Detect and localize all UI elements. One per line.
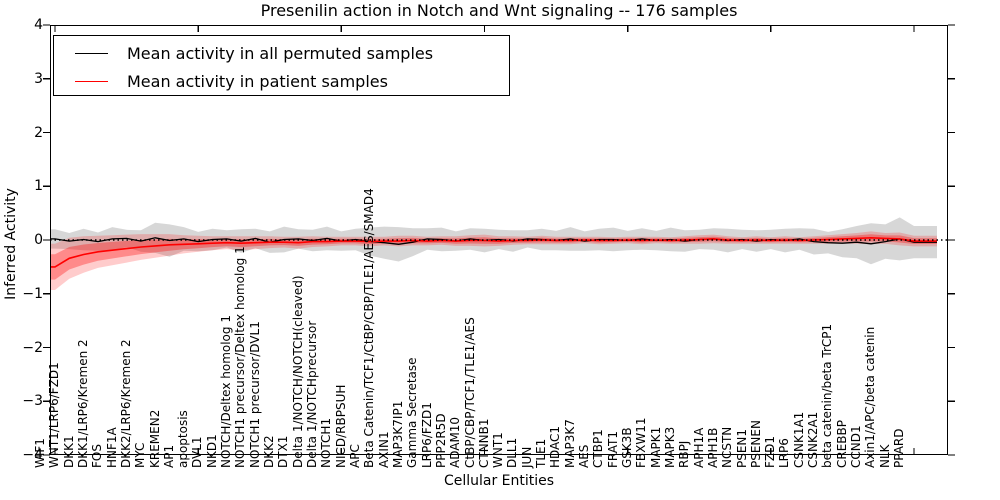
y-tick-label: 0 xyxy=(34,232,43,248)
x-tick-label: NOTCH/Deltex homolog 1 xyxy=(219,315,234,468)
x-tick-label: PSEN1 xyxy=(734,428,749,468)
x-tick-label: FBXW11 xyxy=(634,417,649,469)
x-tick-label: CCND1 xyxy=(849,425,864,468)
x-tick-label: CtBP/CBP/TCF1/TLE1/AES xyxy=(462,317,477,468)
y-tick-label: 4 xyxy=(34,17,43,33)
x-tick-label: DKK1 xyxy=(61,435,76,468)
x-tick-label: NOTCH1 precursor/DVL1 xyxy=(247,321,262,468)
x-tick-label: APC xyxy=(347,444,362,468)
x-tick-label: NOTCH1 xyxy=(319,417,334,468)
x-tick-label: PSENEN xyxy=(748,420,763,468)
x-tick-label: NKD1 xyxy=(204,434,219,468)
x-tick-label: KREMEN2 xyxy=(147,409,162,468)
x-tick-label: TLE1 xyxy=(534,438,549,468)
x-tick-label: ADAM10 xyxy=(448,416,463,468)
x-tick-label: DTX1 xyxy=(276,435,291,468)
y-tick-label: −1 xyxy=(22,285,43,302)
x-tick-label: NICD/RBPSUH xyxy=(333,384,348,468)
x-axis-label: Cellular Entities xyxy=(443,473,555,489)
x-tick-label: MAP3K7IP1 xyxy=(390,400,405,468)
legend: Mean activity in all permuted samples Me… xyxy=(53,35,510,96)
x-tick-label: DKK2 xyxy=(262,435,277,468)
x-tick-label: MAPK3 xyxy=(662,426,677,468)
x-tick-label: AES xyxy=(577,444,592,468)
patient-band-outer xyxy=(50,231,937,290)
y-tick-label: −4 xyxy=(22,447,43,463)
y-tick-label: −3 xyxy=(22,393,43,410)
x-tick-label: beta catenin/beta TrCP1 xyxy=(820,323,835,468)
x-tick-label: FRAT1 xyxy=(605,431,620,468)
x-tick-label: HDAC1 xyxy=(548,425,563,468)
x-tick-label: apoptosis xyxy=(176,410,191,468)
x-tick-label: CTNNB1 xyxy=(476,418,491,468)
x-tick-label: WIF1 xyxy=(33,438,47,468)
x-tick-label: NLK xyxy=(877,444,892,468)
x-tick-label: PPP2R5D xyxy=(433,413,448,468)
legend-entry-patient: Mean activity in patient samples xyxy=(54,67,509,95)
x-tick-label: Axin1/APC/beta catenin xyxy=(863,326,878,468)
x-tick-label: DVL1 xyxy=(190,436,205,468)
x-tick-label: APH1A xyxy=(691,427,706,468)
x-tick-label: LRP6/FZD1 xyxy=(419,402,434,468)
legend-label-patient: Mean activity in patient samples xyxy=(127,71,388,91)
x-tick-label: MYC xyxy=(133,442,148,468)
y-tick-label: 2 xyxy=(34,124,43,141)
x-tick-label: JUN xyxy=(519,446,534,468)
x-tick-label: FOS xyxy=(90,444,105,468)
axes-frame xyxy=(49,24,949,456)
x-tick-label: GSK3B xyxy=(619,427,634,468)
x-tick-label: DKK2/LRP6/Kremen 2 xyxy=(118,339,133,468)
x-tick-label: WNT1/LRP6/FZD1 xyxy=(47,362,62,468)
x-tick-label: DLL1 xyxy=(505,437,520,468)
x-tick-label: Delta 1/NOTCH/NOTCH(cleaved) xyxy=(290,275,305,468)
x-tick-label: WNT1 xyxy=(491,432,506,468)
chart-title: Presenilin action in Notch and Wnt signa… xyxy=(260,1,738,20)
x-tick-label: FZD1 xyxy=(763,436,778,468)
x-tick-label: MAP3K7 xyxy=(562,419,577,468)
x-tick-label: CSNK1A1 xyxy=(791,411,806,468)
x-tick-label: NOTCH1 precursor/Deltex homolog 1 xyxy=(233,246,248,468)
x-tick-label: Gamma Secretase xyxy=(405,357,420,468)
x-tick-label: AP1 xyxy=(161,444,176,468)
x-tick-label: CSNK2A1 xyxy=(806,411,821,468)
x-tick-label: CREBBP xyxy=(834,420,849,468)
legend-label-permuted: Mean activity in all permuted samples xyxy=(127,43,434,63)
x-tick-label: DKK1/LRP6/Kremen 2 xyxy=(75,339,90,468)
x-tick-label: CTBP1 xyxy=(591,429,606,468)
legend-line-permuted-icon xyxy=(75,52,108,54)
x-tick-label: RBPJ xyxy=(677,440,692,468)
legend-entry-permuted: Mean activity in all permuted samples xyxy=(54,39,509,67)
y-tick-label: 3 xyxy=(34,70,43,87)
x-tick-label: LRP6 xyxy=(777,438,792,468)
x-tick-label: HNF1A xyxy=(104,427,119,468)
x-tick-label: Delta 1/NOTCHprecursor xyxy=(305,320,320,468)
legend-line-patient-icon xyxy=(75,80,108,82)
x-tick-label: PPARD xyxy=(892,428,906,469)
x-tick-label: Beta Catenin/TCF1/CtBP/CBP/TLE1/AES/SMAD… xyxy=(362,188,377,468)
x-tick-label: APH1B xyxy=(705,427,720,468)
x-tick-label: MAPK1 xyxy=(648,426,663,468)
x-tick-label: AXIN1 xyxy=(376,431,391,468)
y-tick-label: 1 xyxy=(34,178,43,195)
x-tick-label: NCSTN xyxy=(720,426,735,468)
y-tick-label: −2 xyxy=(22,339,43,356)
